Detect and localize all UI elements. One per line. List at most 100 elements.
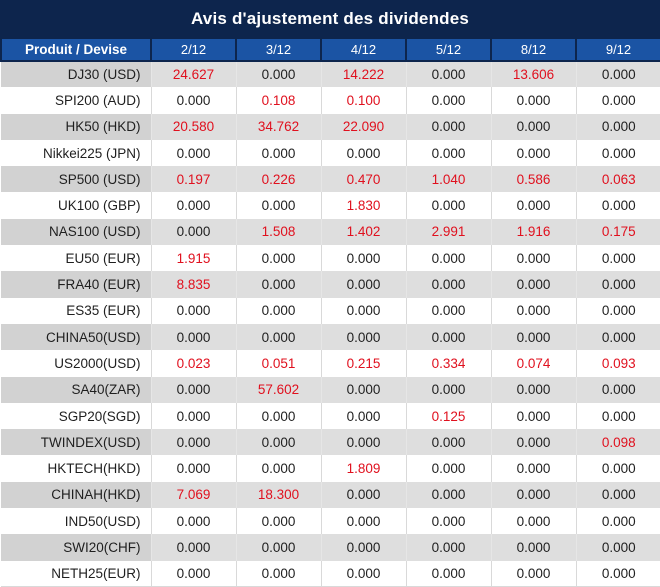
value-cell: 0.000 — [490, 139, 576, 167]
value-cell: 0.000 — [575, 113, 660, 140]
table-row: ES35 (EUR) 0.000 0.000 0.000 0.000 0.000 0.000 — [1, 297, 660, 324]
value-cell: 0.000 — [405, 429, 491, 456]
product-cell: SA40(ZAR) — [1, 376, 151, 403]
value-cell: 0.063 — [575, 166, 660, 193]
value-cell: 0.000 — [405, 323, 491, 351]
product-cell: EU50 (EUR) — [1, 245, 151, 272]
value-cell: 0.000 — [575, 481, 660, 509]
value-cell: 24.627 — [150, 61, 236, 88]
value-cell: 0.000 — [405, 297, 491, 324]
value-cell: 0.470 — [320, 166, 406, 193]
column-header-date: 9/12 — [575, 37, 660, 62]
value-cell: 1.809 — [320, 455, 406, 482]
product-cell: SGP20(SGD) — [1, 402, 151, 430]
value-cell: 2.991 — [405, 218, 491, 246]
value-cell: 0.000 — [320, 534, 406, 561]
value-cell: 8.835 — [150, 271, 236, 298]
value-cell: 0.000 — [575, 508, 660, 535]
column-header-date: 3/12 — [235, 37, 322, 62]
value-cell: 0.000 — [320, 560, 406, 587]
value-cell: 1.916 — [490, 218, 576, 246]
column-header-date: 2/12 — [150, 37, 237, 62]
value-cell: 0.000 — [405, 245, 491, 272]
value-cell: 0.000 — [150, 560, 236, 587]
value-cell: 0.000 — [490, 402, 576, 430]
product-cell: FRA40 (EUR) — [1, 271, 151, 298]
table-row: UK100 (GBP) 0.000 0.000 1.830 0.000 0.000 0.00… — [1, 192, 660, 219]
value-cell: 0.000 — [150, 455, 236, 482]
table-row: SWI20(CHF) 0.000 0.000 0.000 0.000 0.000 0.000 — [1, 534, 660, 561]
value-cell: 0.000 — [405, 560, 491, 587]
value-cell: 0.000 — [320, 245, 406, 272]
value-cell: 0.334 — [405, 350, 491, 377]
value-cell: 0.000 — [405, 87, 491, 114]
value-cell: 0.000 — [150, 376, 236, 403]
value-cell: 0.000 — [150, 218, 236, 246]
value-cell: 1.915 — [150, 245, 236, 272]
table-row: SA40(ZAR) 0.000 57.602 0.000 0.000 0.000 0.000 — [1, 376, 660, 403]
value-cell: 0.000 — [405, 61, 491, 88]
value-cell: 0.000 — [405, 534, 491, 561]
product-cell: US2000(USD) — [1, 350, 151, 377]
value-cell: 0.000 — [490, 323, 576, 351]
value-cell: 1.830 — [320, 192, 406, 219]
product-cell: CHINAH(HKD) — [1, 481, 151, 509]
column-header-date: 8/12 — [490, 37, 577, 62]
value-cell: 0.000 — [150, 534, 236, 561]
value-cell: 0.000 — [575, 139, 660, 167]
value-cell: 0.108 — [235, 87, 321, 114]
table-row: SPI200 (AUD) 0.000 0.108 0.100 0.000 0.000 0.0… — [1, 87, 660, 114]
value-cell: 0.098 — [575, 429, 660, 456]
product-cell: SWI20(CHF) — [1, 534, 151, 561]
table-row: FRA40 (EUR) 8.835 0.000 0.000 0.000 0.000 0.00… — [1, 271, 660, 298]
table-row: NETH25(EUR) 0.000 0.000 0.000 0.000 0.000 0.00… — [1, 560, 660, 587]
value-cell: 57.602 — [235, 376, 321, 403]
value-cell: 13.606 — [490, 61, 576, 88]
value-cell: 0.000 — [235, 429, 321, 456]
value-cell: 0.000 — [490, 271, 576, 298]
column-header-product: Produit / Devise — [0, 37, 152, 62]
value-cell: 0.000 — [405, 376, 491, 403]
value-cell: 0.000 — [490, 508, 576, 535]
value-cell: 0.000 — [575, 455, 660, 482]
value-cell: 0.000 — [490, 481, 576, 509]
value-cell: 0.000 — [150, 323, 236, 351]
product-cell: CHINA50(USD) — [1, 323, 151, 351]
value-cell: 0.000 — [150, 402, 236, 430]
value-cell: 0.000 — [490, 87, 576, 114]
value-cell: 0.000 — [235, 508, 321, 535]
value-cell: 20.580 — [150, 113, 236, 140]
value-cell: 0.000 — [235, 534, 321, 561]
value-cell: 0.000 — [320, 297, 406, 324]
value-cell: 0.000 — [575, 87, 660, 114]
value-cell: 0.226 — [235, 166, 321, 193]
value-cell: 0.000 — [320, 429, 406, 456]
value-cell: 0.000 — [405, 508, 491, 535]
table-row: NAS100 (USD) 0.000 1.508 1.402 2.991 1.916 0.1… — [1, 218, 660, 246]
page-title: Avis d'ajustement des dividendes — [0, 0, 660, 37]
value-cell: 0.000 — [320, 271, 406, 298]
value-cell: 0.000 — [405, 271, 491, 298]
value-cell: 14.222 — [320, 61, 406, 88]
value-cell: 0.093 — [575, 350, 660, 377]
value-cell: 0.000 — [490, 455, 576, 482]
value-cell: 0.000 — [490, 245, 576, 272]
value-cell: 0.000 — [405, 192, 491, 219]
value-cell: 0.586 — [490, 166, 576, 193]
value-cell: 1.508 — [235, 218, 321, 246]
product-cell: TWINDEX(USD) — [1, 429, 151, 456]
value-cell: 0.000 — [320, 402, 406, 430]
value-cell: 0.000 — [575, 245, 660, 272]
value-cell: 0.000 — [150, 192, 236, 219]
product-cell: Nikkei225 (JPN) — [1, 139, 151, 167]
product-cell: SP500 (USD) — [1, 166, 151, 193]
value-cell: 0.000 — [235, 297, 321, 324]
value-cell: 0.000 — [235, 245, 321, 272]
value-cell: 0.000 — [405, 139, 491, 167]
value-cell: 0.000 — [575, 61, 660, 88]
product-cell: NAS100 (USD) — [1, 218, 151, 246]
value-cell: 0.000 — [320, 481, 406, 509]
value-cell: 0.000 — [235, 271, 321, 298]
table-header-row: Produit / Devise 2/12 3/12 4/12 5/12 8/1… — [0, 37, 660, 62]
